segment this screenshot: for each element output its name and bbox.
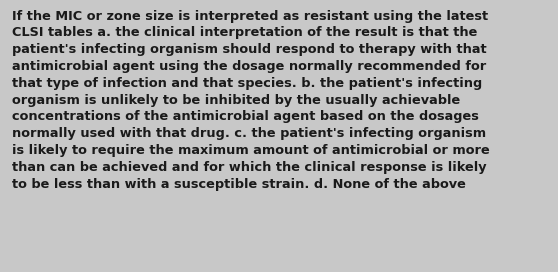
Text: If the MIC or zone size is interpreted as resistant using the latest
CLSI tables: If the MIC or zone size is interpreted a… [12, 10, 490, 190]
